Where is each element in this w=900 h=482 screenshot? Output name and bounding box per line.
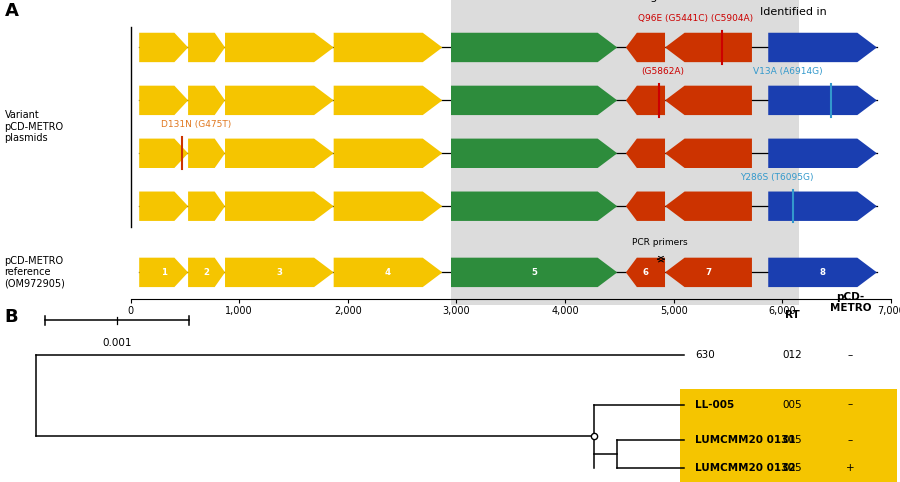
FancyArrow shape xyxy=(451,33,617,62)
FancyArrow shape xyxy=(626,258,665,287)
Text: PCR primers: PCR primers xyxy=(632,239,688,247)
Text: LL-005: LL-005 xyxy=(695,400,734,410)
Text: 7: 7 xyxy=(706,268,712,277)
FancyArrow shape xyxy=(188,33,225,62)
Text: pCD-METRO
reference
(OM972905): pCD-METRO reference (OM972905) xyxy=(4,256,66,289)
Bar xyxy=(451,0,798,305)
Text: V13A (A6914G): V13A (A6914G) xyxy=(753,67,823,76)
FancyArrow shape xyxy=(665,191,752,221)
FancyArrow shape xyxy=(626,86,665,115)
FancyArrow shape xyxy=(188,191,225,221)
Text: +: + xyxy=(846,463,855,473)
Text: Y286S (T6095G): Y286S (T6095G) xyxy=(740,173,814,182)
FancyArrow shape xyxy=(188,258,225,287)
Text: LUMCMM20 0132: LUMCMM20 0132 xyxy=(695,463,796,473)
FancyArrow shape xyxy=(665,258,752,287)
FancyArrow shape xyxy=(334,258,442,287)
FancyArrow shape xyxy=(225,86,334,115)
FancyArrow shape xyxy=(334,86,442,115)
Text: –: – xyxy=(848,350,853,361)
FancyArrow shape xyxy=(188,139,225,168)
Text: pCD-
METRO: pCD- METRO xyxy=(830,292,871,313)
FancyArrow shape xyxy=(626,191,665,221)
FancyArrow shape xyxy=(140,258,188,287)
FancyArrow shape xyxy=(769,139,877,168)
Text: 5: 5 xyxy=(531,268,537,277)
Text: 1: 1 xyxy=(160,268,166,277)
FancyArrow shape xyxy=(140,191,188,221)
Text: Conserved region: Conserved region xyxy=(576,0,674,2)
FancyArrow shape xyxy=(225,258,334,287)
Bar xyxy=(680,389,897,482)
Text: B: B xyxy=(4,308,18,326)
FancyArrow shape xyxy=(225,33,334,62)
Text: (G5862A): (G5862A) xyxy=(642,67,684,76)
FancyArrow shape xyxy=(769,191,877,221)
Text: 0.001: 0.001 xyxy=(103,338,131,348)
FancyArrow shape xyxy=(769,258,877,287)
FancyArrow shape xyxy=(451,139,617,168)
Text: LUMCMM20 0131: LUMCMM20 0131 xyxy=(695,435,796,445)
Text: 630: 630 xyxy=(695,350,715,361)
FancyArrow shape xyxy=(626,139,665,168)
Text: –: – xyxy=(848,435,853,445)
Text: A: A xyxy=(4,2,18,20)
FancyArrow shape xyxy=(665,139,752,168)
FancyArrow shape xyxy=(451,191,617,221)
Text: Identified in: Identified in xyxy=(760,7,827,17)
Text: 4: 4 xyxy=(385,268,391,277)
FancyArrow shape xyxy=(188,86,225,115)
Text: –: – xyxy=(848,400,853,410)
Text: D131N (G475T): D131N (G475T) xyxy=(160,120,230,129)
FancyArrow shape xyxy=(451,258,617,287)
Text: 005: 005 xyxy=(782,435,802,445)
Text: Variant
pCD-METRO
plasmids: Variant pCD-METRO plasmids xyxy=(4,110,64,144)
FancyArrow shape xyxy=(225,139,334,168)
Text: 3: 3 xyxy=(276,268,283,277)
Text: RT: RT xyxy=(785,310,799,320)
FancyArrow shape xyxy=(451,86,617,115)
FancyArrow shape xyxy=(140,33,188,62)
Text: 005: 005 xyxy=(782,400,802,410)
FancyArrow shape xyxy=(334,139,442,168)
FancyArrow shape xyxy=(334,191,442,221)
FancyArrow shape xyxy=(225,191,334,221)
FancyArrow shape xyxy=(140,139,188,168)
Text: 6: 6 xyxy=(643,268,649,277)
Text: 8: 8 xyxy=(820,268,825,277)
Text: Q96E (G5441C) (C5904A): Q96E (G5441C) (C5904A) xyxy=(638,14,753,23)
Text: 2: 2 xyxy=(203,268,210,277)
FancyArrow shape xyxy=(140,86,188,115)
FancyArrow shape xyxy=(769,33,877,62)
FancyArrow shape xyxy=(626,33,665,62)
Text: 005: 005 xyxy=(782,463,802,473)
FancyArrow shape xyxy=(665,33,752,62)
FancyArrow shape xyxy=(665,86,752,115)
FancyArrow shape xyxy=(769,86,877,115)
Text: 012: 012 xyxy=(782,350,802,361)
FancyArrow shape xyxy=(334,33,442,62)
